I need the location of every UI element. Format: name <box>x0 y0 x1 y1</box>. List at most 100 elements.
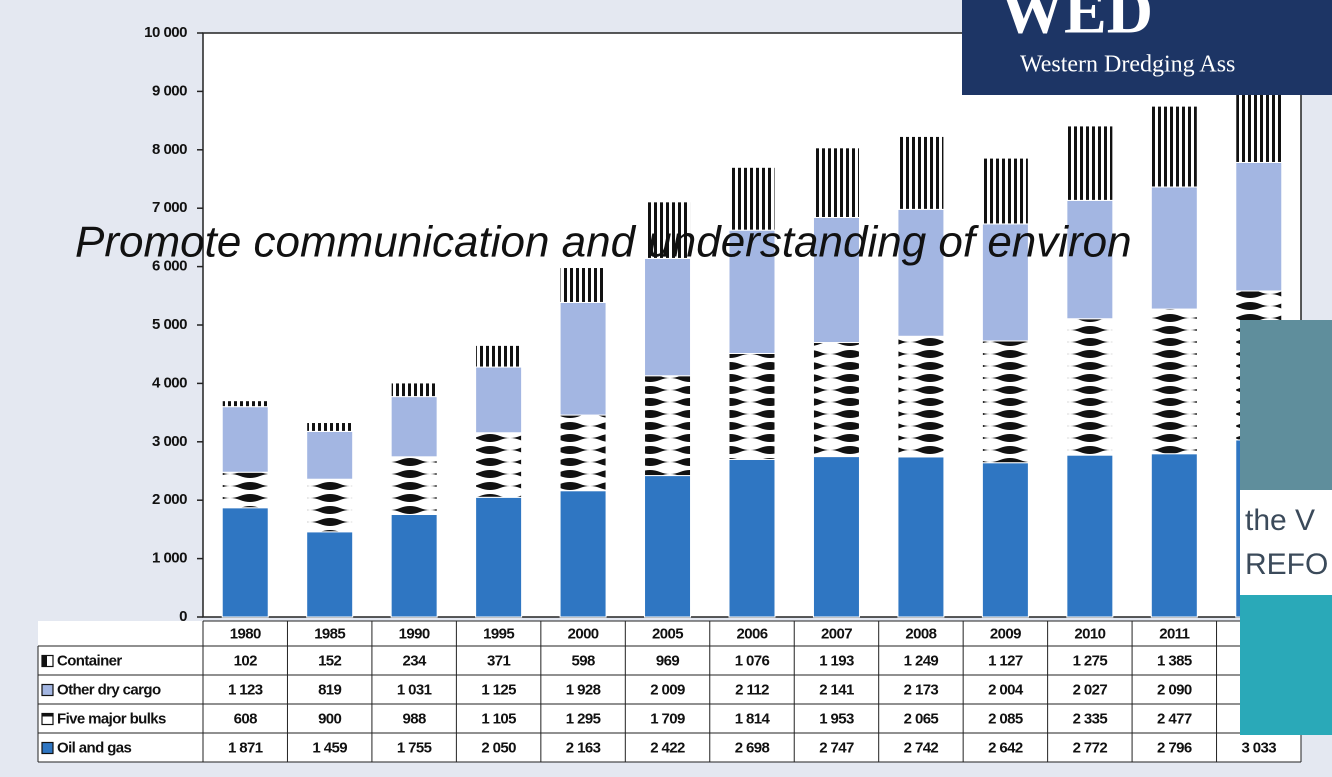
legend-label: Oil and gas <box>57 739 132 756</box>
table-value: 1 953 <box>819 710 854 727</box>
table-value: 2 050 <box>481 739 516 756</box>
bar-segment <box>391 457 437 515</box>
table-value: 988 <box>403 710 426 727</box>
table-value: 2 065 <box>904 710 939 727</box>
table-value: 102 <box>234 652 257 669</box>
y-tick-label: 10 000 <box>144 24 187 41</box>
table-value: 2 642 <box>988 739 1023 756</box>
table-value: 234 <box>403 652 427 669</box>
legend-swatch-inner <box>42 656 47 667</box>
bar-segment <box>560 302 606 415</box>
bar-segment <box>1067 126 1113 200</box>
table-value: 1 709 <box>650 710 685 727</box>
bar-segment <box>476 433 522 498</box>
photo-line2: REFO <box>1245 548 1328 581</box>
bar-segment <box>898 457 944 617</box>
bar-segment <box>307 532 353 617</box>
bar-segment <box>813 457 859 617</box>
table-header: 2010 <box>1074 625 1105 642</box>
table-value: 1 928 <box>566 681 601 698</box>
bar-segment <box>391 515 437 617</box>
bar-segment <box>813 343 859 457</box>
table-value: 900 <box>318 710 341 727</box>
table-header: 2006 <box>737 625 768 642</box>
table-value: 1 076 <box>735 652 770 669</box>
table-value: 2 141 <box>819 681 854 698</box>
bar-segment <box>729 353 775 459</box>
table-value: 2 796 <box>1157 739 1192 756</box>
bar-segment <box>222 508 268 617</box>
photo-line1: the V <box>1245 504 1315 537</box>
table-value: 2 163 <box>566 739 601 756</box>
bar-segment <box>813 148 859 218</box>
logo-mark: WED <box>1000 0 1153 47</box>
table-header: 1995 <box>483 625 514 642</box>
table-value: 1 814 <box>735 710 771 727</box>
table-value: 969 <box>656 652 679 669</box>
bar-segment <box>645 376 691 476</box>
table-value: 608 <box>234 710 257 727</box>
legend-swatch <box>42 685 53 696</box>
table-value: 1 031 <box>397 681 432 698</box>
table-value: 1 275 <box>1073 652 1108 669</box>
table-value: 2 009 <box>650 681 685 698</box>
table-value: 598 <box>571 652 594 669</box>
bar-segment <box>1151 454 1197 617</box>
table-value: 1 125 <box>481 681 516 698</box>
table-value: 371 <box>487 652 510 669</box>
bar-segment <box>1151 187 1197 309</box>
y-tick-label: 9 000 <box>152 82 187 99</box>
y-tick-label: 5 000 <box>152 316 187 333</box>
bar-segment <box>1151 106 1197 187</box>
photo-top <box>1240 320 1332 490</box>
table-header: 1980 <box>230 625 261 642</box>
legend-label: Five major bulks <box>57 710 166 727</box>
slide: 01 0002 0003 0004 0005 0006 0007 0008 00… <box>0 0 1332 777</box>
bar-segment <box>982 463 1028 617</box>
table-value: 2 747 <box>819 739 854 756</box>
table-value: 1 123 <box>228 681 263 698</box>
table-value: 3 033 <box>1241 739 1276 756</box>
table-value: 1 127 <box>988 652 1023 669</box>
y-tick-label: 8 000 <box>152 141 187 158</box>
y-tick-label: 4 000 <box>152 374 187 391</box>
bar-segment <box>222 472 268 508</box>
table-value: 2 085 <box>988 710 1023 727</box>
table-value: 2 477 <box>1157 710 1192 727</box>
table-value: 2 742 <box>904 739 939 756</box>
table-value: 2 112 <box>735 681 769 698</box>
bar-segment <box>982 341 1028 463</box>
bar-segment <box>391 383 437 397</box>
bar-segment <box>222 407 268 473</box>
y-tick-label: 2 000 <box>152 491 187 508</box>
table-value: 1 871 <box>228 739 263 756</box>
banner: Promote communication and understanding … <box>75 218 1132 267</box>
table-value: 2 090 <box>1157 681 1192 698</box>
table-header: 2011 <box>1159 625 1189 642</box>
bar-segment <box>729 459 775 617</box>
legend-label: Container <box>57 652 122 669</box>
bar-segment <box>898 336 944 457</box>
bar-segment <box>307 479 353 532</box>
bar-segment <box>982 158 1028 224</box>
table-value: 2 004 <box>988 681 1024 698</box>
table-value: 1 459 <box>312 739 347 756</box>
table-value: 1 249 <box>904 652 939 669</box>
bar-segment <box>1067 319 1113 455</box>
bar-segment <box>898 136 944 209</box>
table-value: 2 772 <box>1073 739 1108 756</box>
legend-swatch <box>42 743 53 754</box>
table-value: 1 193 <box>819 652 854 669</box>
table-header: 1990 <box>399 625 430 642</box>
bar-segment <box>476 367 522 433</box>
bar-segment <box>1067 455 1113 617</box>
table-value: 152 <box>318 652 341 669</box>
table-value: 1 755 <box>397 739 432 756</box>
bar-segment <box>307 423 353 432</box>
bar-segment <box>560 268 606 303</box>
bar-segment <box>1236 162 1282 290</box>
table-header: 2007 <box>821 625 852 642</box>
table-value: 2 335 <box>1073 710 1108 727</box>
table-value: 2 027 <box>1073 681 1108 698</box>
